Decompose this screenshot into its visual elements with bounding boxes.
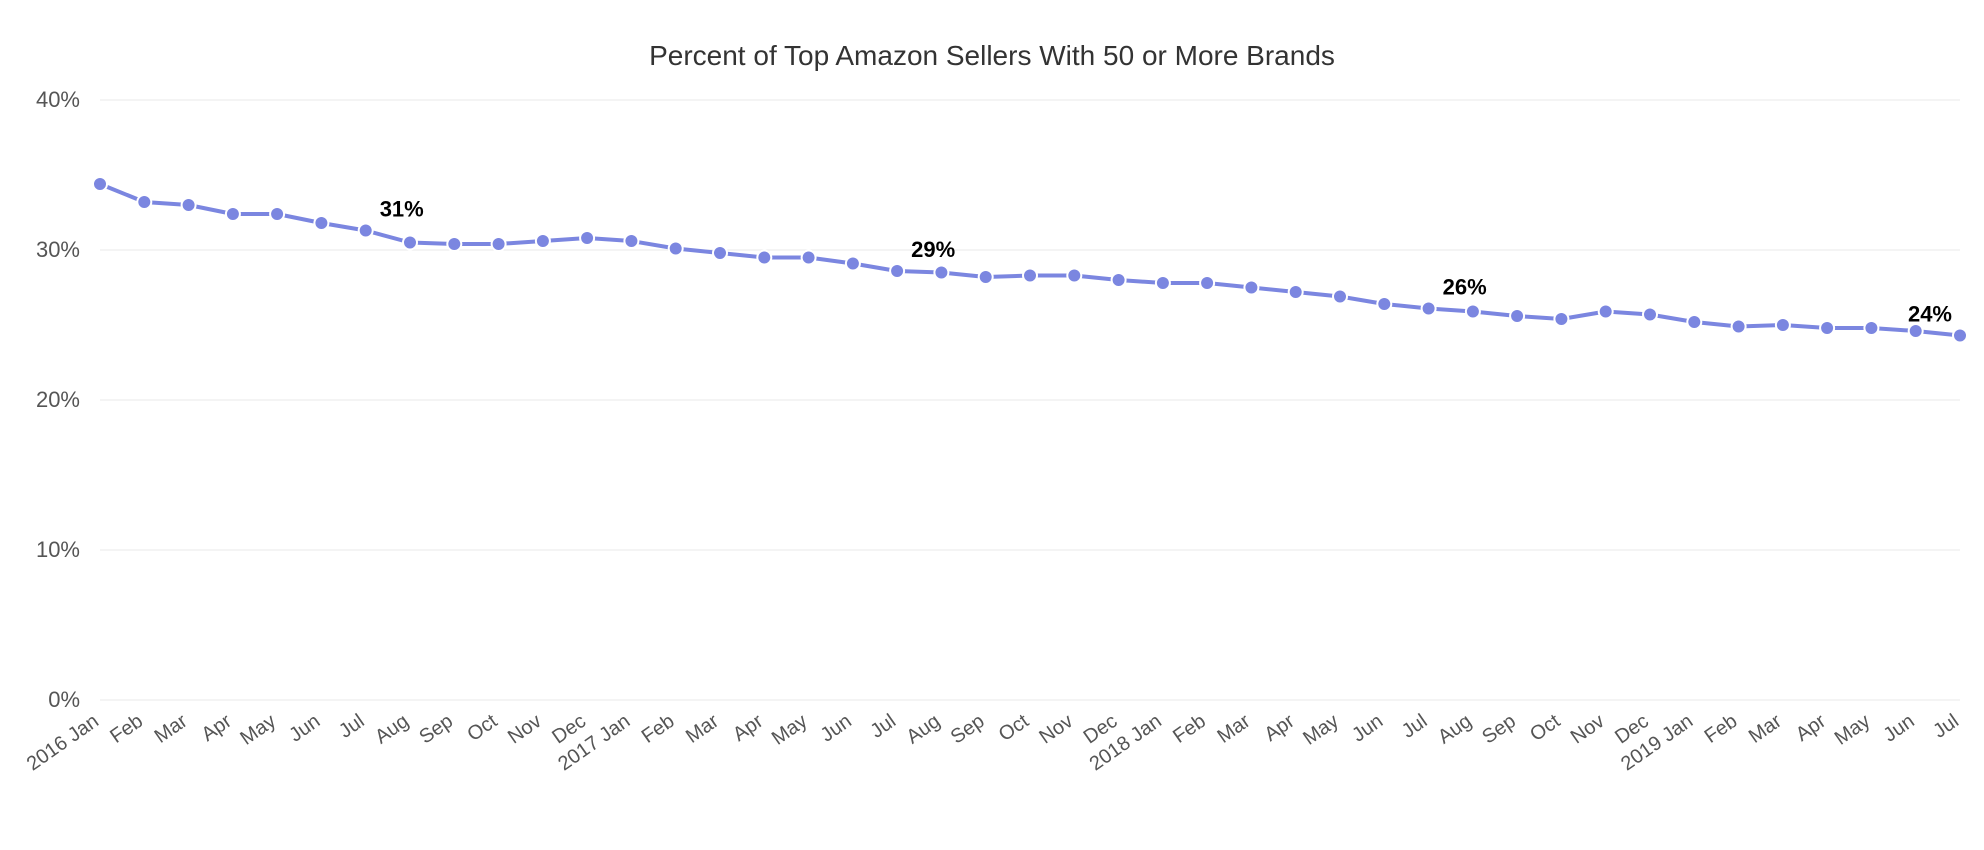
x-axis-label: Oct <box>995 710 1033 746</box>
data-point <box>359 224 373 238</box>
x-axis-label: Nov <box>1035 710 1077 748</box>
data-point <box>1377 297 1391 311</box>
x-axis-label: 2016 Jan <box>23 710 103 775</box>
data-point <box>934 266 948 280</box>
data-point <box>1422 302 1436 316</box>
data-point <box>1687 315 1701 329</box>
x-axis-label: Feb <box>638 710 679 748</box>
data-point <box>1023 269 1037 283</box>
x-axis-label: Aug <box>371 710 413 748</box>
y-axis-label: 0% <box>48 687 80 712</box>
data-point <box>1067 269 1081 283</box>
data-point <box>314 216 328 230</box>
x-axis-label: Jul <box>1929 710 1963 743</box>
x-axis-label: Sep <box>947 710 989 748</box>
data-point <box>270 207 284 221</box>
x-axis-label: Apr <box>729 710 767 746</box>
data-point <box>1864 321 1878 335</box>
x-axis-label: Apr <box>198 710 236 746</box>
x-axis-label: Apr <box>1260 710 1298 746</box>
x-axis-label: Oct <box>463 710 501 746</box>
x-axis-label: May <box>1299 710 1343 750</box>
line-chart: Percent of Top Amazon Sellers With 50 or… <box>0 0 1984 850</box>
data-point <box>1643 308 1657 322</box>
x-axis-label: Mar <box>682 710 723 748</box>
data-point <box>624 234 638 248</box>
x-axis-label: Jul <box>1398 710 1432 743</box>
y-axis-label: 30% <box>36 237 80 262</box>
data-point <box>1466 305 1480 319</box>
x-axis-label: Aug <box>903 710 945 748</box>
data-point <box>1112 273 1126 287</box>
y-axis-label: 10% <box>36 537 80 562</box>
data-point <box>1244 281 1258 295</box>
data-point <box>1953 329 1967 343</box>
x-axis-label: Feb <box>1701 710 1742 748</box>
data-point <box>182 198 196 212</box>
x-axis-label: Mar <box>1745 710 1786 748</box>
x-axis-label: May <box>768 710 812 750</box>
y-axis-label: 20% <box>36 387 80 412</box>
data-point <box>447 237 461 251</box>
data-point <box>1820 321 1834 335</box>
x-axis-label: Sep <box>1478 710 1520 748</box>
data-label: 26% <box>1443 275 1487 300</box>
data-point <box>1289 285 1303 299</box>
data-label: 29% <box>911 237 955 262</box>
data-point <box>536 234 550 248</box>
x-axis-label: Jul <box>866 710 900 743</box>
data-point <box>1510 309 1524 323</box>
data-point <box>1554 312 1568 326</box>
x-axis-label: Aug <box>1434 710 1476 748</box>
x-axis-label: Apr <box>1792 710 1830 746</box>
data-point <box>403 236 417 250</box>
data-point <box>1333 290 1347 304</box>
x-axis-label: Jun <box>1348 710 1387 747</box>
data-point <box>93 177 107 191</box>
x-axis-label: Jun <box>285 710 324 747</box>
x-axis-label: Nov <box>504 710 546 748</box>
x-axis-label: Oct <box>1526 710 1564 746</box>
data-point <box>137 195 151 209</box>
data-point <box>802 251 816 265</box>
data-label: 24% <box>1908 302 1952 327</box>
x-axis-label: Sep <box>415 710 457 748</box>
data-point <box>580 231 594 245</box>
x-axis-label: Jul <box>335 710 369 743</box>
x-axis-label: May <box>236 710 280 750</box>
data-point <box>846 257 860 271</box>
data-point <box>226 207 240 221</box>
data-point <box>669 242 683 256</box>
data-point <box>492 237 506 251</box>
x-axis-label: May <box>1831 710 1875 750</box>
x-axis-label: Jun <box>1880 710 1919 747</box>
x-axis-label: Mar <box>1213 710 1254 748</box>
data-point <box>1156 276 1170 290</box>
x-axis-label: Jun <box>817 710 856 747</box>
chart-title: Percent of Top Amazon Sellers With 50 or… <box>0 40 1984 72</box>
data-point <box>890 264 904 278</box>
data-point <box>757 251 771 265</box>
chart-svg: 0%10%20%30%40%2016 JanFebMarAprMayJunJul… <box>0 0 1984 850</box>
data-point <box>1200 276 1214 290</box>
x-axis-label: Mar <box>151 710 192 748</box>
x-axis-label: Feb <box>1169 710 1210 748</box>
data-point <box>979 270 993 284</box>
y-axis-label: 40% <box>36 87 80 112</box>
data-label: 31% <box>380 197 424 222</box>
x-axis-label: Feb <box>106 710 147 748</box>
data-point <box>1599 305 1613 319</box>
data-point <box>1732 320 1746 334</box>
data-point <box>1776 318 1790 332</box>
data-point <box>713 246 727 260</box>
x-axis-label: Nov <box>1567 710 1609 748</box>
